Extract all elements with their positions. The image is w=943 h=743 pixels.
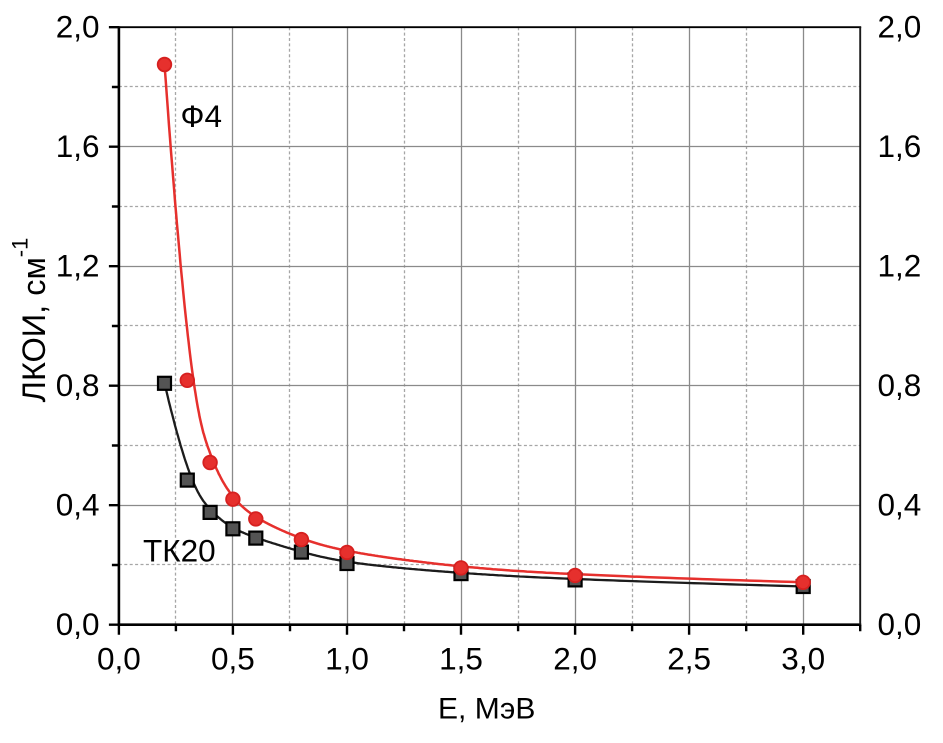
svg-text:0,0: 0,0 xyxy=(97,641,141,677)
svg-text:0,8: 0,8 xyxy=(56,367,100,403)
svg-text:0,5: 0,5 xyxy=(211,641,255,677)
svg-text:ТК20: ТК20 xyxy=(143,533,216,569)
svg-text:E, МэВ: E, МэВ xyxy=(438,693,535,726)
svg-text:1,6: 1,6 xyxy=(56,128,100,164)
svg-text:2,0: 2,0 xyxy=(553,641,597,677)
svg-text:0,0: 0,0 xyxy=(56,606,100,642)
svg-text:Ф4: Ф4 xyxy=(181,98,222,134)
svg-text:1,5: 1,5 xyxy=(439,641,483,677)
svg-text:1,0: 1,0 xyxy=(325,641,369,677)
svg-text:0,8: 0,8 xyxy=(878,367,922,403)
svg-text:1,6: 1,6 xyxy=(878,128,922,164)
svg-text:1,2: 1,2 xyxy=(878,247,922,283)
svg-text:0,4: 0,4 xyxy=(878,486,922,522)
svg-text:0,0: 0,0 xyxy=(878,606,922,642)
svg-text:0,4: 0,4 xyxy=(56,486,100,522)
svg-text:2,5: 2,5 xyxy=(667,641,711,677)
svg-text:2,0: 2,0 xyxy=(878,8,922,44)
svg-text:2,0: 2,0 xyxy=(56,8,100,44)
svg-text:1,2: 1,2 xyxy=(56,247,100,283)
svg-text:3,0: 3,0 xyxy=(781,641,825,677)
